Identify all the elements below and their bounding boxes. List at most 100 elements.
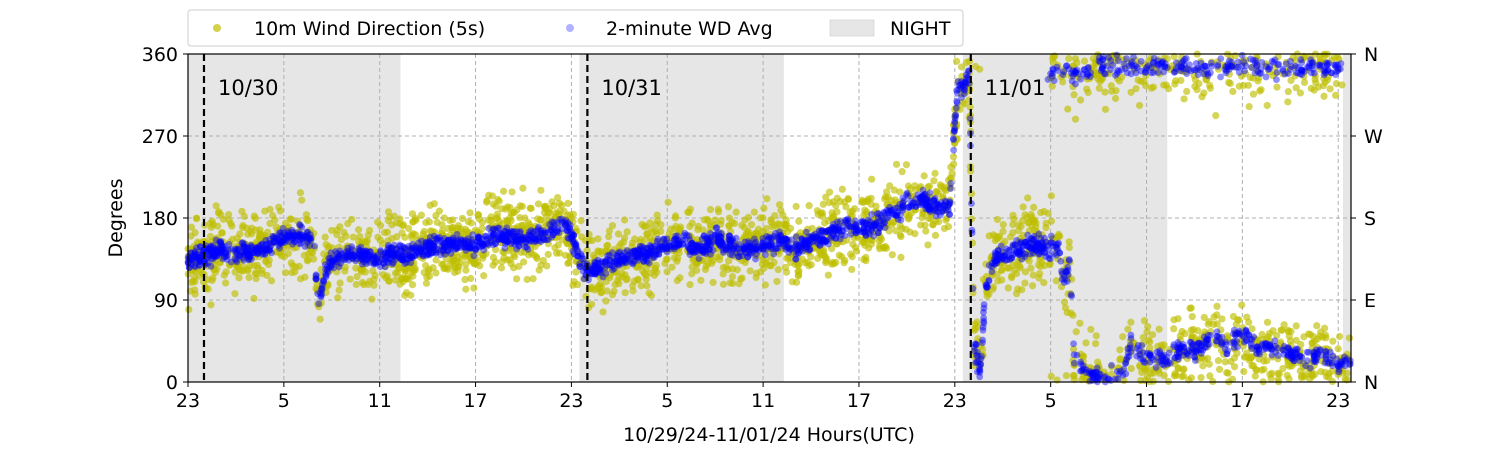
data-point [1249,56,1257,64]
data-point [609,249,616,257]
data-point [715,256,724,264]
data-point [426,233,434,241]
data-point [1116,346,1124,354]
data-point [1060,298,1069,306]
data-point [949,153,958,161]
data-point [980,301,988,308]
data-point [1326,85,1334,93]
data-point [892,227,900,235]
data-point [1010,215,1018,223]
data-point [926,200,934,208]
data-point [709,246,717,254]
data-point [726,279,734,287]
data-point [614,249,622,257]
data-point [207,219,215,227]
data-point [1139,340,1147,348]
data-point [1147,351,1155,359]
data-point [842,203,850,211]
data-point [673,276,681,285]
data-point [500,249,508,257]
data-point [1274,344,1281,352]
data-point [399,278,407,286]
data-point [1064,290,1072,298]
data-point [250,294,258,303]
data-point [1297,56,1305,63]
data-point [267,277,276,285]
data-point [1257,69,1265,77]
data-point [1291,72,1299,80]
data-point [1124,349,1132,357]
data-point [204,250,212,258]
data-point [671,212,680,220]
data-point [1160,81,1168,89]
data-point [1253,349,1261,358]
data-point [594,235,602,243]
data-point [577,217,585,225]
data-point [303,215,311,223]
data-point [1101,105,1110,113]
data-point [652,220,660,228]
data-point [695,255,703,263]
data-point [1138,348,1146,356]
data-point [503,203,512,211]
data-point [972,347,980,355]
data-point [510,208,518,216]
data-point [543,236,551,244]
data-point [1065,243,1073,252]
data-point [931,194,939,202]
data-point [920,172,928,180]
data-point [1186,338,1194,346]
data-point [614,230,623,238]
data-point [629,259,637,267]
data-point [353,272,361,281]
data-point [544,240,553,248]
data-point [643,230,651,238]
data-point [1287,57,1294,65]
data-point [374,233,382,241]
data-point [1068,292,1076,300]
data-point [366,256,374,265]
data-point [1331,91,1340,99]
data-point [1197,374,1205,382]
data-point [1072,328,1080,336]
data-point [1077,360,1085,368]
data-point [334,294,342,302]
data-point [885,227,893,235]
data-point [1155,325,1163,333]
data-point [822,193,830,201]
data-point [1331,61,1338,69]
data-point [732,234,740,242]
data-point [383,272,391,280]
data-point [433,218,441,226]
data-point [321,233,329,241]
data-point [1292,336,1300,344]
data-point [1083,85,1091,93]
data-point [1248,64,1256,71]
data-point [947,163,955,171]
data-point [565,258,573,267]
data-point [253,261,261,269]
data-point [1030,203,1038,211]
data-point [694,222,702,230]
data-point [1082,339,1090,347]
data-point [1320,92,1328,100]
data-point [480,272,488,280]
data-point [474,211,483,219]
night-shade-3 [1343,54,1351,382]
data-point [1122,360,1129,367]
data-point [884,193,892,202]
data-point [985,277,993,285]
data-point [605,233,613,241]
data-point [1297,340,1305,349]
data-point [1147,54,1155,63]
data-point [449,223,457,232]
data-point [1070,340,1077,348]
data-point [515,262,523,270]
data-point [1059,274,1067,282]
data-point [550,218,558,226]
data-point [1273,69,1281,76]
data-point [702,262,710,270]
data-point [1120,56,1128,64]
